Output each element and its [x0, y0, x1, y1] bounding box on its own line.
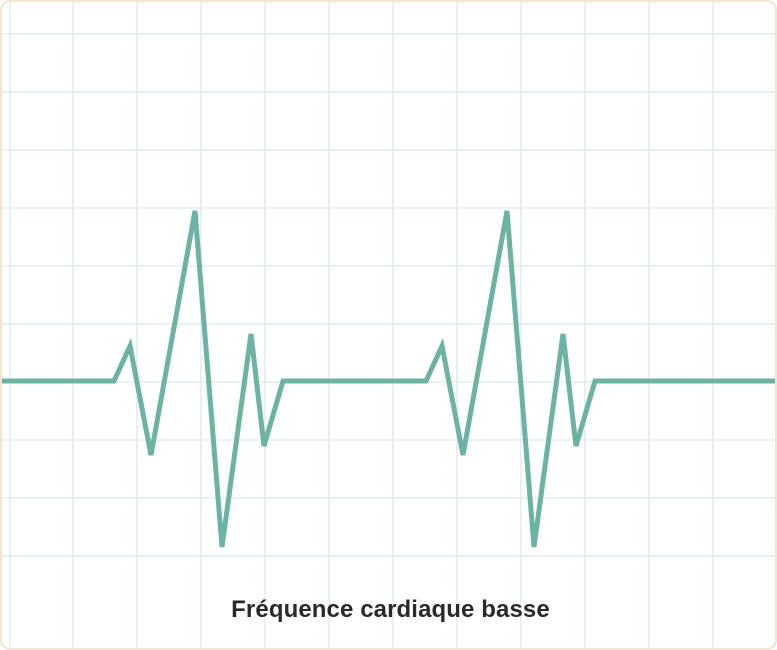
ecg-trace-line — [2, 210, 775, 548]
heart-rate-caption: Fréquence cardiaque basse — [231, 596, 550, 623]
